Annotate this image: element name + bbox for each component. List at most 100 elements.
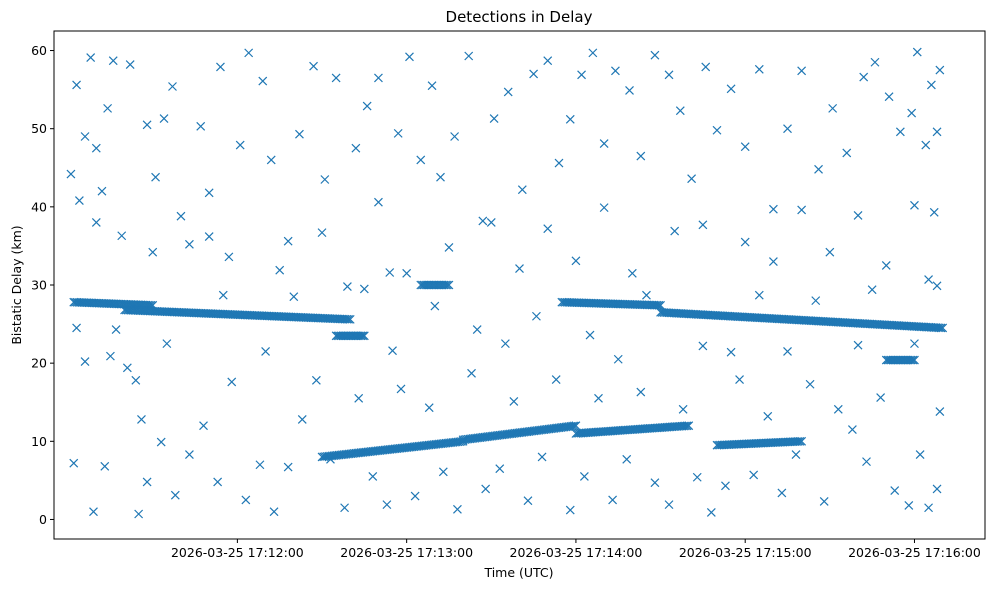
detection-marker xyxy=(654,300,664,310)
detection-marker xyxy=(515,264,524,274)
detection-marker xyxy=(791,450,801,460)
detection-marker xyxy=(122,363,132,373)
detection-marker xyxy=(932,281,942,291)
detection-marker xyxy=(326,454,335,464)
x-axis: 2026-03-25 17:12:00 2026-03-25 17:13:00 20… xyxy=(171,539,981,560)
detection-marker xyxy=(929,207,939,217)
detection-marker xyxy=(749,470,759,480)
detection-marker xyxy=(876,393,886,402)
detection-marker xyxy=(805,379,815,389)
detection-marker xyxy=(706,508,716,517)
detection-marker xyxy=(935,65,945,75)
detection-marker xyxy=(783,347,792,356)
detection-marker xyxy=(117,231,127,241)
detection-marker xyxy=(932,127,942,137)
detection-marker xyxy=(72,80,81,90)
detection-marker xyxy=(266,155,276,165)
detection-marker xyxy=(509,397,519,406)
detection-marker xyxy=(926,80,936,90)
detection-marker xyxy=(811,296,821,306)
detection-marker xyxy=(103,103,113,113)
detection-marker xyxy=(162,339,172,349)
x-tick-label: 2026-03-25 17:14:00 xyxy=(510,545,643,560)
detection-marker xyxy=(382,500,392,510)
detection-marker xyxy=(910,200,919,210)
detection-marker xyxy=(359,284,369,294)
detection-marker xyxy=(151,172,160,182)
detection-marker xyxy=(393,128,403,138)
detection-marker xyxy=(585,330,595,340)
detection-marker xyxy=(656,300,665,310)
detection-marker xyxy=(912,47,922,57)
detection-marker xyxy=(754,64,764,74)
detection-marker xyxy=(825,247,835,257)
detection-marker xyxy=(698,341,708,351)
detection-marker xyxy=(289,292,299,302)
y-tick-label: 10 xyxy=(31,434,47,449)
detection-marker xyxy=(910,339,919,349)
detection-marker xyxy=(907,108,917,118)
detection-marker xyxy=(768,204,778,214)
y-tick-label: 30 xyxy=(31,278,47,293)
detection-marker xyxy=(833,404,843,414)
detection-marker xyxy=(224,252,234,262)
detection-marker xyxy=(80,132,90,141)
detection-marker xyxy=(904,500,914,510)
detection-marker xyxy=(199,421,208,431)
detection-marker xyxy=(351,143,361,153)
detection-marker xyxy=(464,51,474,61)
detection-marker xyxy=(537,452,547,462)
detection-marker xyxy=(184,239,194,249)
detection-marker xyxy=(568,421,577,431)
detection-marker xyxy=(692,472,702,482)
detection-marker xyxy=(176,211,186,221)
detection-marker xyxy=(269,507,279,517)
detection-marker xyxy=(523,496,533,506)
detection-marker xyxy=(125,60,135,70)
detection-marker xyxy=(374,197,383,207)
detection-marker xyxy=(543,224,553,234)
detection-marker xyxy=(241,495,251,505)
detection-marker xyxy=(105,351,115,361)
detection-marker xyxy=(675,106,685,116)
detection-marker xyxy=(932,484,942,494)
detection-marker xyxy=(636,387,646,397)
detection-marker xyxy=(213,477,223,487)
detection-marker xyxy=(159,114,169,123)
detection-marker xyxy=(131,375,141,385)
detection-marker xyxy=(726,84,736,94)
detection-marker xyxy=(924,503,934,513)
detection-marker xyxy=(478,216,488,226)
detection-marker xyxy=(906,355,916,365)
detection-marker xyxy=(108,56,118,66)
detection-marker xyxy=(763,411,773,421)
detection-marker xyxy=(438,467,448,477)
detection-marker xyxy=(642,290,651,300)
detection-marker xyxy=(356,331,366,341)
detection-marker xyxy=(565,114,575,124)
detection-marker xyxy=(72,323,81,333)
detection-marker xyxy=(712,125,722,135)
detection-marker xyxy=(588,48,598,58)
detection-marker xyxy=(884,92,894,102)
detection-marker xyxy=(204,188,214,198)
detection-marker xyxy=(368,472,378,481)
detection-marker xyxy=(934,323,944,333)
detection-marker xyxy=(680,421,690,431)
detection-marker xyxy=(924,275,934,284)
detection-marker xyxy=(735,375,744,384)
detection-marker xyxy=(554,158,564,168)
detection-marker xyxy=(908,355,918,365)
detection-marker xyxy=(467,368,476,378)
detection-marker xyxy=(797,436,807,446)
detection-marker xyxy=(359,331,369,341)
detection-marker xyxy=(283,236,293,246)
y-tick-label: 0 xyxy=(39,512,47,527)
y-tick-label: 40 xyxy=(31,199,47,214)
detection-marker xyxy=(599,139,609,148)
detection-marker xyxy=(388,346,397,356)
detection-marker xyxy=(842,148,852,158)
detection-marker xyxy=(148,247,158,257)
detection-marker xyxy=(622,454,632,464)
